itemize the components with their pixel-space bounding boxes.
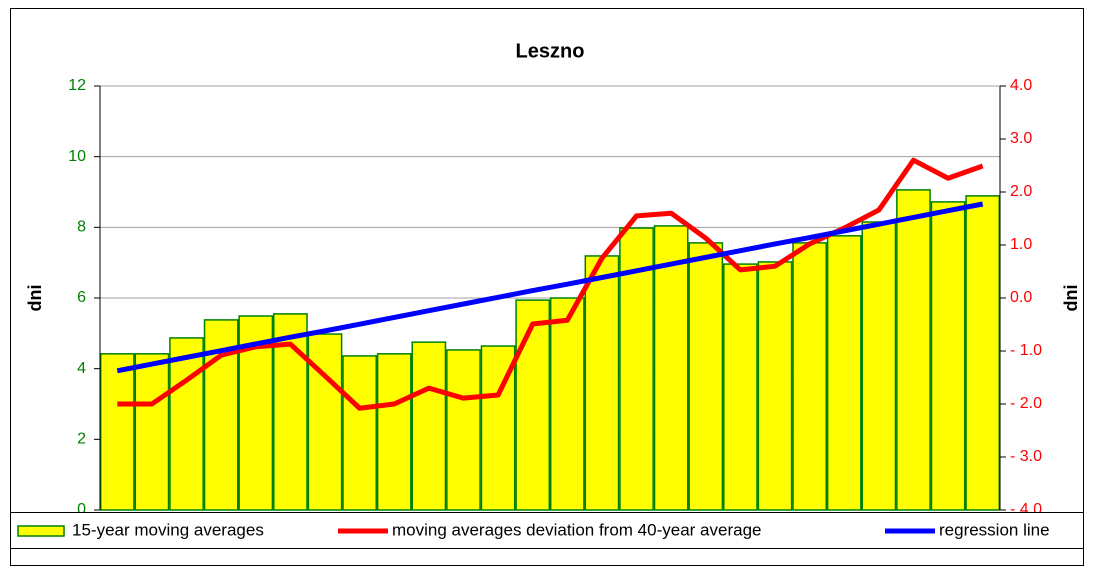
bar [688, 242, 724, 511]
bar [723, 263, 758, 511]
y2-tick-label: 0.0 [1010, 289, 1032, 306]
y2-tick-label: 1.0 [1010, 236, 1032, 253]
y2-tick-label: - 2.0 [1010, 395, 1042, 412]
bar [549, 297, 585, 511]
bar [99, 353, 135, 511]
y2-tick-label: 4.0 [1010, 77, 1032, 94]
y2-tick-label: 3.0 [1010, 130, 1032, 147]
y-tick-label: 4 [77, 360, 86, 377]
bar [861, 221, 897, 511]
legend-swatch [17, 525, 65, 537]
y-tick-label: 2 [77, 431, 86, 448]
y2-axis-title: dni [1061, 285, 1081, 312]
bar [584, 255, 620, 511]
bar [792, 242, 827, 511]
y-tick-label: 10 [68, 148, 86, 165]
bar [411, 341, 447, 511]
bar [134, 353, 170, 511]
bar [376, 353, 412, 511]
legend-label: moving averages deviation from 40-year a… [392, 520, 761, 539]
legend-label: regression line [939, 520, 1050, 539]
y2-tick-label: - 1.0 [1010, 342, 1042, 359]
chart-title: Leszno [516, 40, 585, 62]
bar [757, 261, 793, 511]
y2-tick-label: 2.0 [1010, 183, 1032, 200]
bar [653, 225, 689, 511]
bar [826, 235, 862, 511]
bar [515, 299, 551, 511]
y-tick-label: 0 [77, 501, 86, 518]
bar [965, 195, 1001, 511]
y-tick-label: 12 [68, 77, 86, 94]
bar [446, 349, 481, 511]
legend-label: 15-year moving averages [72, 520, 264, 539]
y-tick-label: 6 [77, 289, 86, 306]
y-tick-label: 8 [77, 219, 86, 236]
bar [896, 189, 931, 511]
line [116, 201, 984, 374]
bar [307, 333, 343, 511]
bar [342, 355, 377, 511]
bar [169, 337, 204, 511]
y-axis-title: dni [25, 285, 45, 312]
y2-tick-label: - 3.0 [1010, 448, 1042, 465]
bar [930, 201, 966, 511]
